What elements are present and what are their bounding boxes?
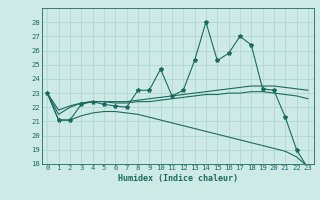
X-axis label: Humidex (Indice chaleur): Humidex (Indice chaleur): [118, 174, 237, 183]
